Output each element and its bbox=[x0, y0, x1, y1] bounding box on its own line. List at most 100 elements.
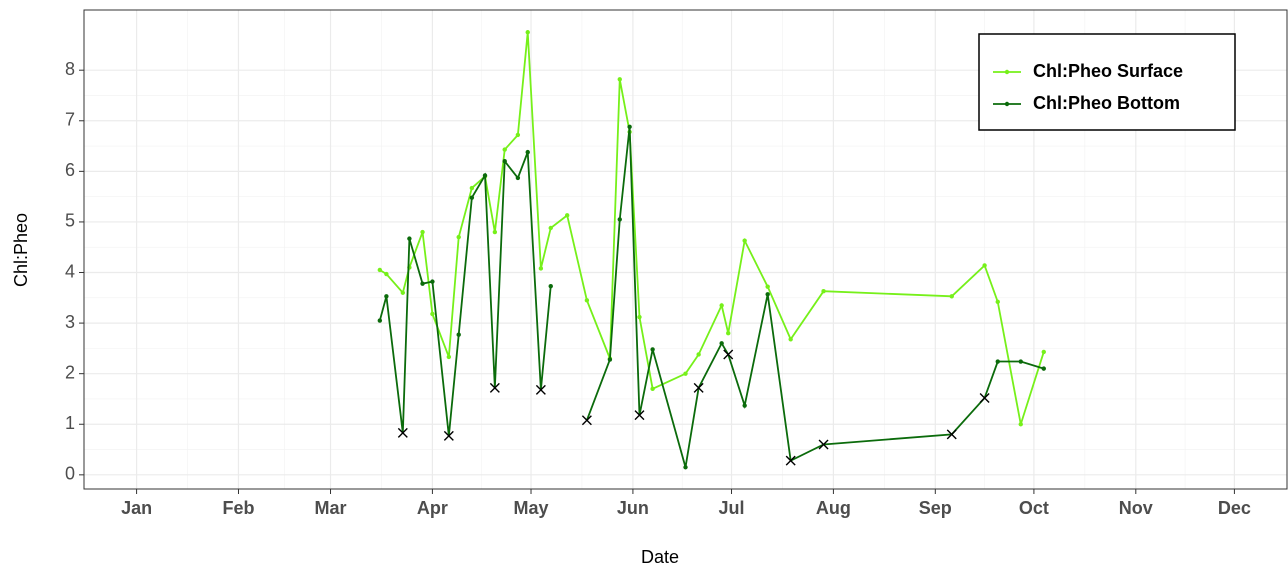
point bbox=[525, 149, 530, 155]
point bbox=[502, 159, 507, 164]
point bbox=[719, 341, 724, 346]
point bbox=[515, 175, 521, 181]
series-line bbox=[586, 126, 1045, 468]
point bbox=[650, 347, 655, 352]
point bbox=[469, 195, 475, 200]
point bbox=[384, 271, 389, 277]
x-tick-label: Feb bbox=[222, 498, 254, 518]
point bbox=[617, 77, 622, 82]
point bbox=[726, 331, 731, 336]
x-tick-label: May bbox=[514, 498, 549, 518]
y-tick-label: 6 bbox=[65, 160, 75, 180]
point bbox=[1041, 349, 1046, 355]
point bbox=[696, 352, 701, 357]
legend-label: Chl:Pheo Bottom bbox=[1033, 93, 1180, 113]
point bbox=[384, 294, 389, 299]
cross-marker bbox=[818, 439, 829, 450]
point bbox=[430, 311, 435, 317]
x-tick-label: Jan bbox=[121, 498, 152, 518]
legend-point bbox=[1004, 101, 1010, 107]
point bbox=[548, 225, 553, 231]
y-axis-title: Chl:Pheo bbox=[11, 213, 31, 287]
x-tick-label: Apr bbox=[417, 498, 448, 518]
cross-marker bbox=[723, 349, 734, 360]
x-tick-label: Aug bbox=[816, 498, 851, 518]
point bbox=[1018, 422, 1023, 427]
x-tick-label: Nov bbox=[1119, 498, 1153, 518]
point bbox=[637, 314, 642, 320]
point bbox=[564, 213, 570, 218]
cross-marker bbox=[693, 382, 704, 393]
cross-marker bbox=[489, 382, 500, 393]
point bbox=[742, 403, 747, 408]
point bbox=[420, 281, 425, 286]
y-tick-label: 7 bbox=[65, 110, 75, 130]
point bbox=[627, 124, 632, 130]
cross-marker bbox=[979, 392, 990, 403]
point bbox=[683, 465, 688, 470]
y-tick-label: 4 bbox=[65, 261, 75, 281]
point bbox=[1018, 359, 1023, 364]
point bbox=[377, 318, 383, 323]
point bbox=[719, 303, 724, 308]
x-tick-label: Sep bbox=[919, 498, 952, 518]
plot-grid bbox=[84, 10, 1287, 489]
point bbox=[538, 266, 544, 271]
point bbox=[788, 337, 793, 342]
y-tick-label: 0 bbox=[65, 464, 75, 484]
point bbox=[607, 357, 613, 362]
y-tick-label: 3 bbox=[65, 312, 75, 332]
series-line bbox=[379, 32, 1045, 425]
y-tick-label: 2 bbox=[65, 362, 75, 382]
x-tick-label: Mar bbox=[315, 498, 347, 518]
y-tick-label: 1 bbox=[65, 413, 75, 433]
point bbox=[469, 185, 475, 191]
cross-marker bbox=[946, 429, 957, 440]
point bbox=[492, 229, 498, 235]
point bbox=[1041, 366, 1046, 371]
point bbox=[502, 147, 507, 152]
legend-point bbox=[1004, 69, 1010, 75]
point bbox=[420, 229, 425, 235]
point bbox=[525, 30, 530, 35]
x-tick-label: Jun bbox=[617, 498, 649, 518]
point bbox=[482, 173, 488, 178]
legend-label: Chl:Pheo Surface bbox=[1033, 61, 1183, 81]
x-tick-label: Jul bbox=[719, 498, 745, 518]
cross-marker bbox=[581, 415, 592, 426]
legend-box bbox=[978, 33, 1236, 131]
point bbox=[515, 132, 521, 138]
point bbox=[742, 238, 747, 243]
y-tick-label: 8 bbox=[65, 59, 75, 79]
point bbox=[683, 371, 688, 376]
point bbox=[995, 299, 1000, 305]
point bbox=[400, 290, 406, 295]
point bbox=[548, 283, 553, 289]
x-tick-label: Dec bbox=[1218, 498, 1251, 518]
point bbox=[765, 292, 770, 297]
point bbox=[949, 294, 954, 299]
y-tick-label: 5 bbox=[65, 211, 75, 231]
series-line bbox=[378, 151, 552, 436]
cross-marker bbox=[535, 384, 546, 395]
x-axis-title: Date bbox=[641, 547, 679, 567]
point bbox=[995, 359, 1000, 364]
point bbox=[982, 263, 987, 268]
x-tick-label: Oct bbox=[1019, 498, 1049, 518]
point bbox=[407, 236, 412, 241]
point bbox=[377, 267, 383, 273]
cross-marker bbox=[634, 410, 645, 421]
point bbox=[446, 354, 452, 360]
cross-marker bbox=[397, 427, 408, 438]
point bbox=[650, 386, 655, 392]
cross-marker bbox=[443, 430, 454, 441]
point bbox=[456, 234, 461, 240]
point bbox=[430, 279, 435, 284]
point bbox=[584, 298, 590, 303]
cross-marker bbox=[785, 455, 796, 466]
point bbox=[821, 289, 826, 294]
point bbox=[456, 332, 461, 337]
plot-border bbox=[83, 9, 1288, 490]
point bbox=[765, 284, 770, 289]
